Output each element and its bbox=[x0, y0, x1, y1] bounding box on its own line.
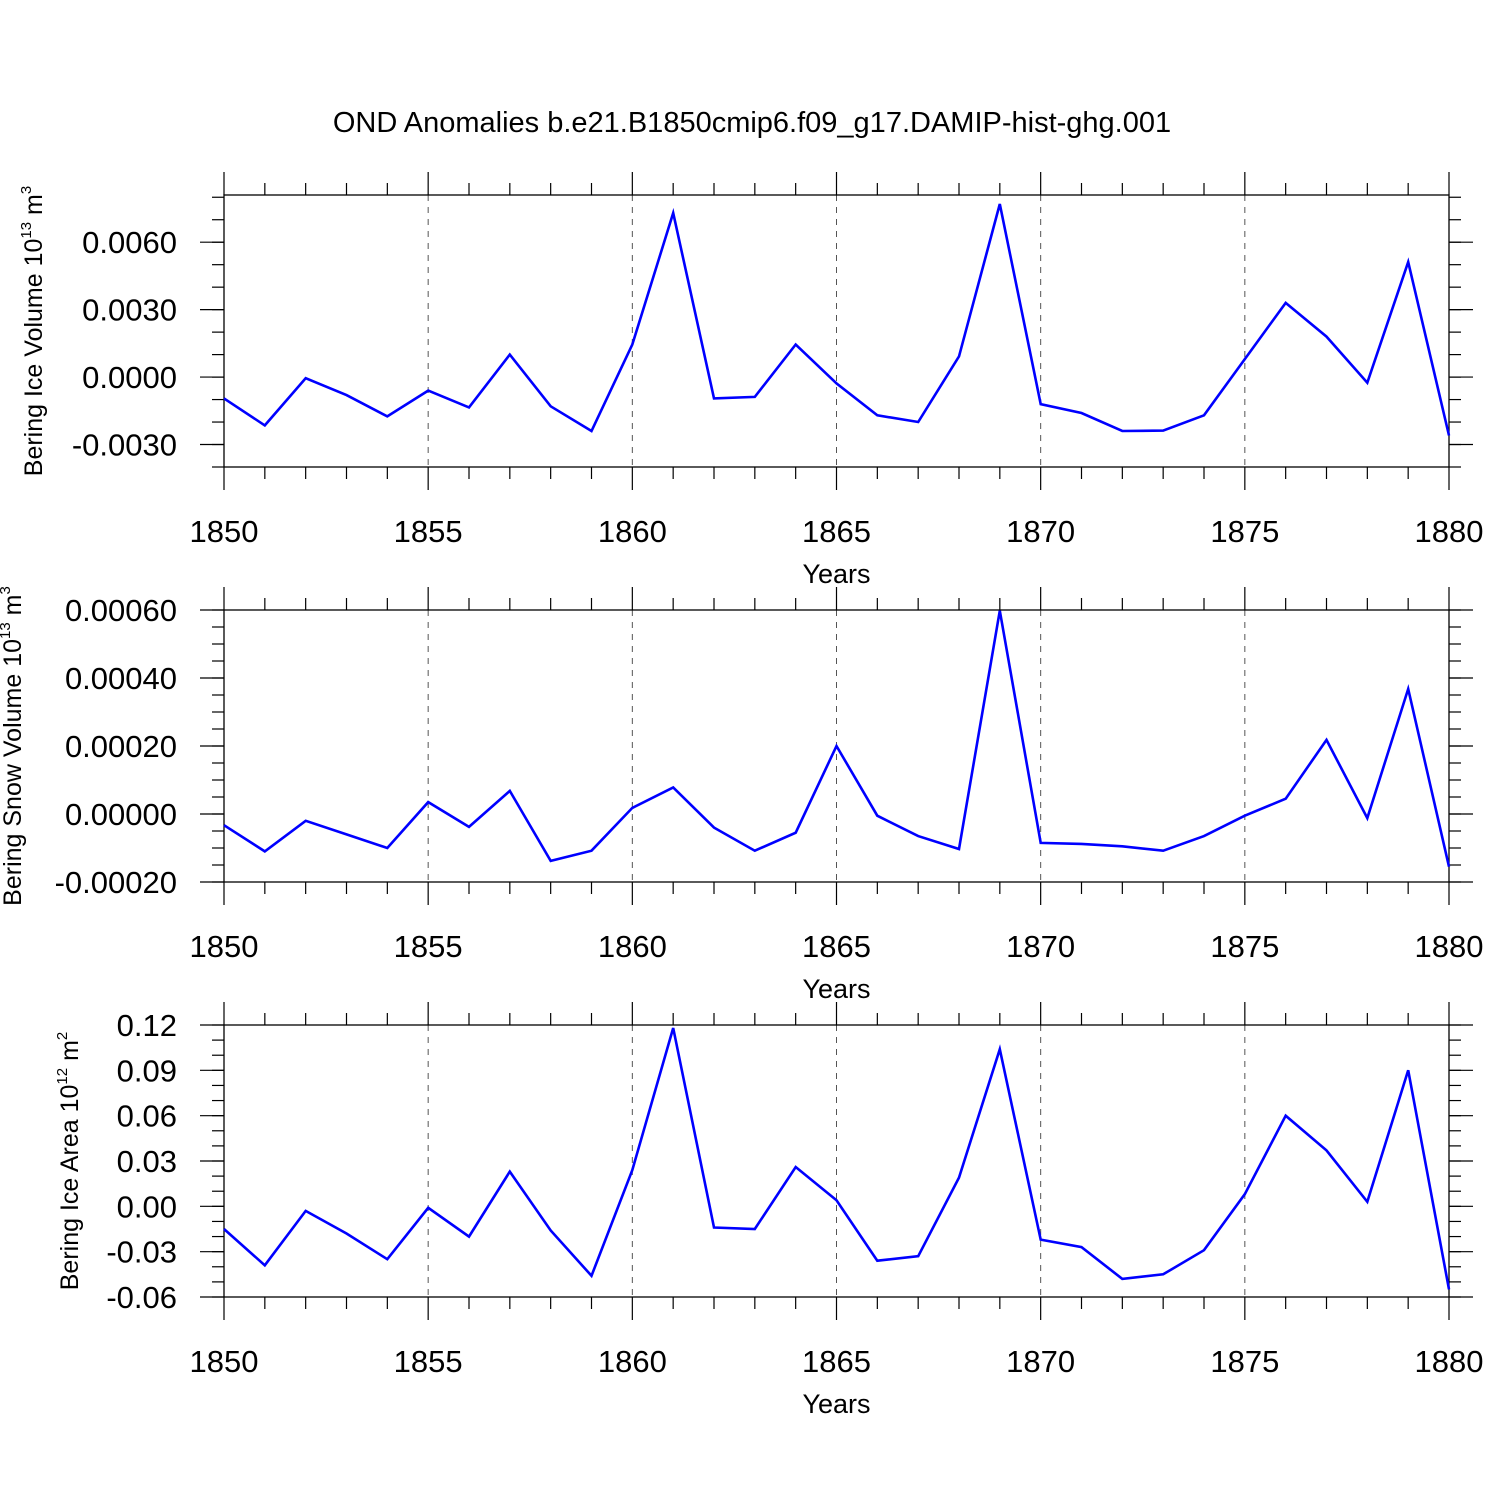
chart-panels: 1850 1855 1860 1865 1870 1875 1880 Years -0.0030… bbox=[0, 172, 1483, 1419]
x-tick-label: 1860 bbox=[598, 1344, 667, 1379]
x-tick-label: 1875 bbox=[1210, 514, 1279, 549]
x-tick-label: 1880 bbox=[1415, 514, 1484, 549]
y-tick-label: 0.0000 bbox=[82, 360, 177, 395]
figure-title: OND Anomalies b.e21.B1850cmip6.f09_g17.D… bbox=[333, 107, 1171, 139]
series-line-bering-snow-volume bbox=[223, 610, 1451, 867]
x-tick-label: 1870 bbox=[1006, 929, 1075, 964]
x-tick-label: 1865 bbox=[802, 1344, 871, 1379]
series-line-bering-ice-volume bbox=[223, 203, 1451, 436]
x-tick-label: 1880 bbox=[1415, 1344, 1484, 1379]
panel-1: 1850 1855 1860 1865 1870 1875 1880 Years -0.0030… bbox=[18, 172, 1483, 589]
x-tick-label: 1860 bbox=[598, 929, 667, 964]
panel-3: 1850 1855 1860 1865 1870 1875 1880 Years -0.06 -0… bbox=[54, 1002, 1483, 1419]
x-tick-label: 1870 bbox=[1006, 1344, 1075, 1379]
y-tick-label: 0.00000 bbox=[65, 797, 177, 832]
y-tick-label: 0.09 bbox=[117, 1053, 177, 1088]
x-tick-label: 1880 bbox=[1415, 929, 1484, 964]
x-tick-label: 1850 bbox=[190, 929, 259, 964]
y-tick-label: 0.06 bbox=[117, 1099, 177, 1134]
x-tick-label: 1850 bbox=[190, 514, 259, 549]
y-axis-label: Bering Ice Volume 1013 m3 bbox=[18, 186, 48, 476]
x-axis-label: Years bbox=[802, 1389, 870, 1419]
x-tick-label: 1875 bbox=[1210, 1344, 1279, 1379]
y-tick-label: 0.00 bbox=[117, 1189, 177, 1224]
series-line-bering-ice-area bbox=[223, 1027, 1451, 1290]
x-axis-label: Years bbox=[802, 974, 870, 1004]
x-axis-label: Years bbox=[802, 559, 870, 589]
y-tick-label: -0.06 bbox=[106, 1280, 177, 1315]
x-tick-label: 1855 bbox=[394, 929, 463, 964]
y-tick-label: -0.0030 bbox=[72, 428, 177, 463]
x-tick-label: 1860 bbox=[598, 514, 667, 549]
y-tick-label: 0.0060 bbox=[82, 225, 177, 260]
y-tick-label: 0.00040 bbox=[65, 661, 177, 696]
x-tick-label: 1865 bbox=[802, 514, 871, 549]
y-tick-label: -0.03 bbox=[106, 1235, 177, 1270]
x-tick-label: 1855 bbox=[394, 1344, 463, 1379]
y-axis-label: Bering Ice Area 1012 m2 bbox=[54, 1032, 84, 1291]
x-tick-label: 1850 bbox=[190, 1344, 259, 1379]
y-tick-label: 0.12 bbox=[117, 1008, 177, 1043]
y-tick-label: -0.00020 bbox=[55, 865, 177, 900]
x-tick-label: 1875 bbox=[1210, 929, 1279, 964]
y-tick-label: 0.03 bbox=[117, 1144, 177, 1179]
x-tick-label: 1870 bbox=[1006, 514, 1075, 549]
y-tick-label: 0.00020 bbox=[65, 729, 177, 764]
x-tick-label: 1865 bbox=[802, 929, 871, 964]
y-tick-label: 0.0030 bbox=[82, 293, 177, 328]
y-tick-label: 0.00060 bbox=[65, 593, 177, 628]
panel-2: 1850 1855 1860 1865 1870 1875 1880 Years -0.0002… bbox=[0, 586, 1483, 1004]
x-tick-label: 1855 bbox=[394, 514, 463, 549]
y-axis-label: Bering Snow Volume 1013 m3 bbox=[0, 586, 27, 906]
